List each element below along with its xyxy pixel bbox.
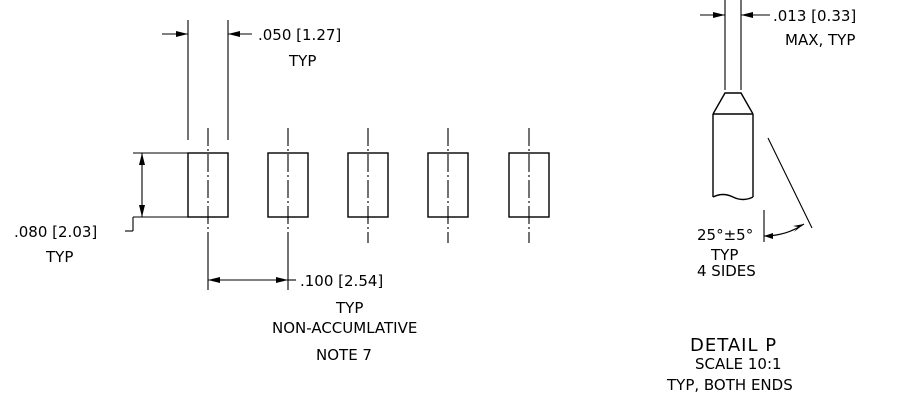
angle-dimension: 25°±5° TYP 4 SIDES xyxy=(697,137,813,280)
pin-tip-detail xyxy=(712,0,754,201)
angle-dim-note-typ: TYP xyxy=(710,246,738,264)
pitch-dim-note-typ: TYP xyxy=(335,299,363,317)
height-dim-value: .080 [2.03] xyxy=(14,223,97,241)
detail-scale: SCALE 10:1 xyxy=(695,355,782,373)
pad-1 xyxy=(187,128,229,243)
width-dim-value: .050 [1.27] xyxy=(258,26,341,44)
pad-2 xyxy=(267,128,309,243)
angle-dim-value: 25°±5° xyxy=(697,226,753,244)
detail-title: DETAIL P xyxy=(690,335,777,356)
pad-4 xyxy=(427,128,469,243)
height-dimension: .080 [2.03] TYP xyxy=(14,152,188,266)
height-dim-note: TYP xyxy=(45,248,73,266)
pitch-dim-note-7: NOTE 7 xyxy=(316,346,372,364)
tip-dim-value: .013 [0.33] xyxy=(773,7,856,25)
width-dim-note: TYP xyxy=(288,52,316,70)
tip-width-dimension: .013 [0.33] MAX, TYP xyxy=(700,7,856,49)
pad-row xyxy=(187,128,550,243)
tip-dim-note: MAX, TYP xyxy=(785,31,855,49)
pitch-dimension: .100 [2.54] TYP NON-ACCUMLATIVE NOTE 7 xyxy=(207,243,417,364)
detail-title-block: DETAIL P SCALE 10:1 TYP, BOTH ENDS xyxy=(666,335,793,394)
pitch-dim-note-nonaccum: NON-ACCUMLATIVE xyxy=(272,319,417,337)
pad-3 xyxy=(347,128,389,243)
pad-5 xyxy=(508,128,550,243)
angle-dim-note-sides: 4 SIDES xyxy=(697,262,756,280)
detail-subnote: TYP, BOTH ENDS xyxy=(666,376,793,394)
pitch-dim-value: .100 [2.54] xyxy=(300,272,383,290)
width-dimension: .050 [1.27] TYP xyxy=(162,20,341,140)
